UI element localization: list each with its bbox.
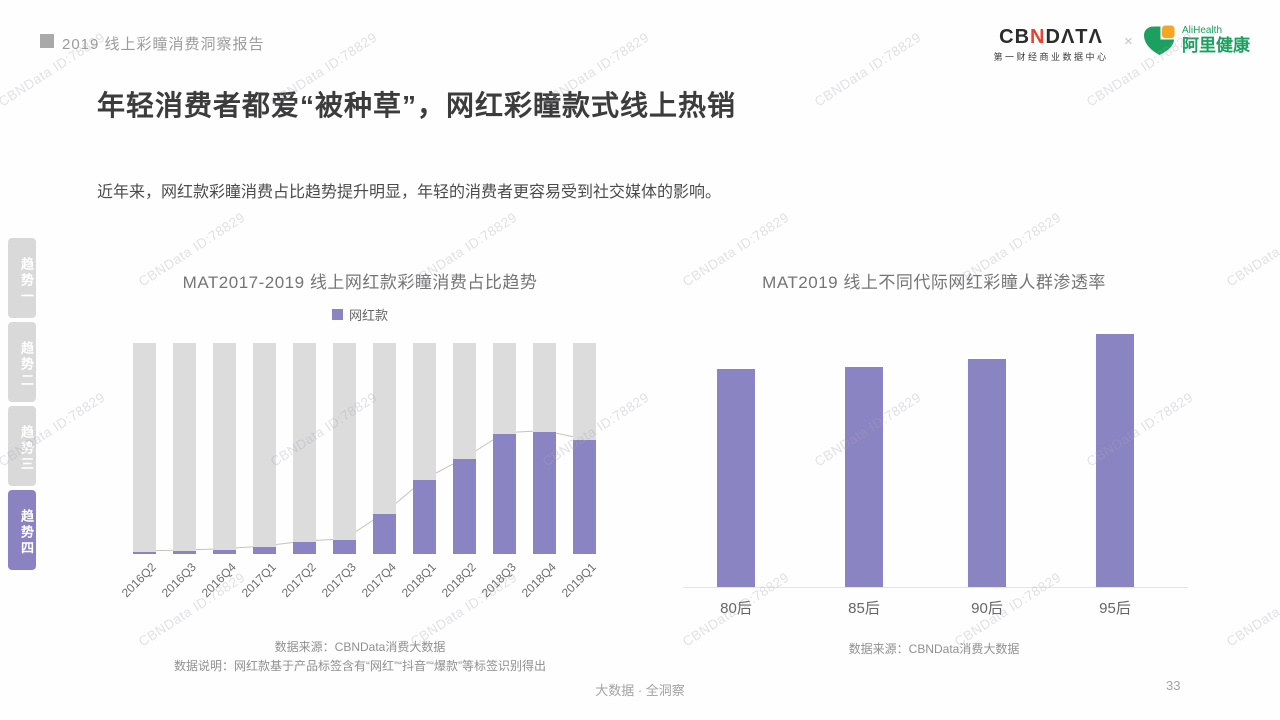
value-bar-2019Q1 bbox=[573, 440, 596, 554]
bar-85后 bbox=[845, 366, 883, 587]
background-bar bbox=[293, 343, 316, 554]
x-axis-label: 2017Q3 bbox=[318, 560, 359, 601]
sidebar-tab-trend-4-active[interactable]: 趋势四 bbox=[8, 490, 36, 570]
alihealth-logo: AliHealth 阿里健康 bbox=[1143, 25, 1250, 56]
x-axis-label: 2017Q4 bbox=[358, 560, 399, 601]
value-bar-2016Q3 bbox=[173, 551, 196, 554]
background-bar bbox=[333, 343, 356, 554]
right-chart-plot: 80后 85后 90后 95后 bbox=[683, 334, 1188, 617]
category-label: 90后 bbox=[971, 600, 1003, 617]
category-label: 80后 bbox=[720, 600, 752, 617]
background-bar bbox=[373, 343, 396, 554]
category-label: 95后 bbox=[1099, 600, 1131, 617]
page-title: 年轻消费者都爱“被种草”，网红彩瞳款式线上热销 bbox=[97, 90, 737, 121]
value-bar-2017Q2 bbox=[293, 542, 316, 554]
logo-separator-x: × bbox=[1124, 33, 1133, 50]
value-bar-2018Q2 bbox=[453, 459, 476, 554]
cbndata-red-n: N bbox=[1030, 26, 1046, 48]
cbndata-tagline: 第一财经商业数据中心 bbox=[993, 52, 1109, 62]
page-number: 33 bbox=[1166, 678, 1181, 693]
background-bar bbox=[173, 343, 196, 554]
watermark-text: CBNData ID:78829 bbox=[811, 29, 924, 110]
value-bar-2017Q4 bbox=[373, 513, 396, 554]
header-square-bullet bbox=[40, 34, 54, 48]
cbndata-cb: CB bbox=[999, 26, 1031, 48]
cbndata-logo: CBNDΛTΛ 第一财经商业数据中心 bbox=[983, 27, 1119, 63]
left-chart-line bbox=[144, 430, 585, 552]
background-bar bbox=[133, 343, 156, 554]
alihealth-name-en: AliHealth bbox=[1182, 25, 1223, 36]
value-bar-2018Q3 bbox=[493, 433, 516, 554]
x-axis-label: 2016Q2 bbox=[118, 560, 159, 601]
legend-label: 网红款 bbox=[348, 308, 388, 323]
background-bar bbox=[253, 343, 276, 554]
watermark-text: CBNData ID:78829 bbox=[1223, 570, 1280, 650]
background-bar bbox=[213, 343, 236, 554]
x-axis-label: 2016Q3 bbox=[158, 560, 199, 601]
left-chart-note: 数据说明：网红款基于产品标签含有“网红”“抖音”“爆款”等标签识别得出 bbox=[174, 659, 546, 673]
footer-slogan: 大数据 · 全洞察 bbox=[595, 683, 685, 698]
alihealth-name-cn: 阿里健康 bbox=[1182, 36, 1250, 55]
value-bar-2016Q2 bbox=[133, 551, 156, 554]
right-chart-title: MAT2019 线上不同代际网红彩瞳人群渗透率 bbox=[762, 273, 1106, 292]
x-axis-label: 2016Q4 bbox=[198, 560, 239, 601]
value-bar-2017Q1 bbox=[253, 547, 276, 554]
right-chart-source: 数据来源：CBNData消费大数据 bbox=[848, 642, 1020, 656]
alihealth-text: AliHealth 阿里健康 bbox=[1182, 25, 1250, 56]
value-bar-2016Q4 bbox=[213, 549, 236, 554]
left-chart-source: 数据来源：CBNData消费大数据 bbox=[274, 640, 446, 654]
left-chart-legend: 网红款 bbox=[110, 305, 610, 324]
x-axis-label: 2019Q1 bbox=[558, 560, 599, 601]
cbndata-data: DΛTΛ bbox=[1045, 26, 1103, 48]
sidebar-tab-trend-1[interactable]: 趋势一 bbox=[8, 238, 36, 318]
x-axis-label: 2018Q4 bbox=[518, 560, 559, 601]
sidebar-tab-trend-3[interactable]: 趋势三 bbox=[8, 406, 36, 486]
bar-90后 bbox=[968, 359, 1006, 587]
value-bar-2017Q3 bbox=[333, 539, 356, 554]
left-chart-plot: 2016Q2 2016Q3 2016Q4 2017Q1 2017Q2 2017Q3 2017… bbox=[118, 343, 598, 600]
left-chart-title: MAT2017-2019 线上网红款彩瞳消费占比趋势 bbox=[182, 273, 538, 292]
report-header-label: 2019 线上彩瞳消费洞察报告 bbox=[62, 36, 265, 53]
value-bar-2018Q1 bbox=[413, 480, 436, 554]
x-axis-label: 2018Q2 bbox=[438, 560, 479, 601]
sidebar-tab-trend-2[interactable]: 趋势二 bbox=[8, 322, 36, 402]
x-axis-label: 2018Q3 bbox=[478, 560, 519, 601]
cbndata-wordmark: CBNDΛTΛ bbox=[983, 27, 1119, 47]
watermark-text: CBNData ID:78829 bbox=[1223, 210, 1280, 290]
bar-80后 bbox=[717, 369, 755, 587]
category-label: 85后 bbox=[848, 600, 880, 617]
x-axis-label: 2018Q1 bbox=[398, 560, 439, 601]
legend-swatch bbox=[331, 309, 343, 320]
x-axis-label: 2017Q1 bbox=[238, 560, 279, 601]
x-axis-label: 2017Q2 bbox=[278, 560, 319, 601]
page-subtitle: 近年来，网红款彩瞳消费占比趋势提升明显，年轻的消费者更容易受到社交媒体的影响。 bbox=[97, 184, 722, 201]
alihealth-heart-icon bbox=[1144, 25, 1175, 56]
bar-95后 bbox=[1096, 334, 1134, 587]
value-bar-2018Q4 bbox=[533, 431, 556, 554]
